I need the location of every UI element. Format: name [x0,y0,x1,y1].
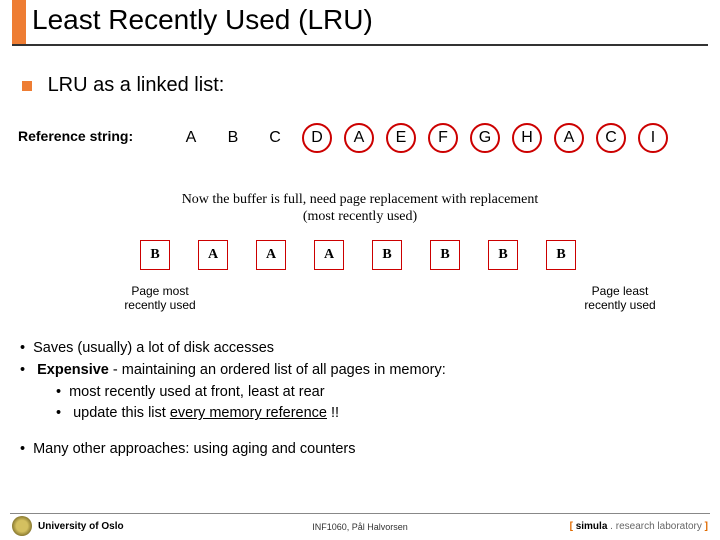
ref-letter-circled: C [596,123,626,153]
ref-letter-circled: G [470,123,500,153]
mid-line2: (most recently used) [0,209,720,226]
label-least-recent: Page least recently used [560,284,680,313]
mid-line1: Now the buffer is full, need page replac… [0,192,720,209]
bullet-2b: update this list every memory reference … [56,403,446,425]
buffer-box: B [488,240,518,270]
accent-bar [12,0,26,46]
title-underline [12,44,708,46]
subtitle-text: LRU as a linked list: [48,74,225,96]
ref-letter: A [338,122,380,154]
ref-letter: C [590,122,632,154]
buffer-box: A [198,240,228,270]
footer-right: [ simula . research laboratory ] [570,521,708,532]
ref-letter: F [422,122,464,154]
ref-letter: B [212,122,254,154]
ref-letter-circled: E [386,123,416,153]
buffer-box: B [372,240,402,270]
reference-label: Reference string: [18,128,133,144]
ref-letter: A [170,122,212,154]
buffer-box: B [430,240,460,270]
ref-letter-circled: H [512,123,542,153]
label-most-recent: Page most recently used [100,284,220,313]
ref-letter-circled: I [638,123,668,153]
ref-letter-circled: A [344,123,374,153]
footer-divider [10,513,710,514]
ref-letter: C [254,122,296,154]
ref-letter-circled: D [302,123,332,153]
ref-letter: G [464,122,506,154]
ref-letter: D [296,122,338,154]
ref-letter-circled: F [428,123,458,153]
buffer-box: B [140,240,170,270]
buffer-box: A [314,240,344,270]
bullet-list: Saves (usually) a lot of disk accesses E… [20,338,446,461]
bullet-3: Many other approaches: using aging and c… [20,439,446,461]
page-title: Least Recently Used (LRU) [32,4,373,36]
bullet-square-icon [22,81,32,91]
mid-annotation: Now the buffer is full, need page replac… [0,192,720,226]
ref-letter: E [380,122,422,154]
ref-letter: I [632,122,674,154]
ref-letter: A [548,122,590,154]
ref-letter: H [506,122,548,154]
reference-string: ABCDAEFGHACI [170,122,674,154]
ref-letter-circled: A [554,123,584,153]
bullet-1: Saves (usually) a lot of disk accesses [20,338,446,360]
buffer-row: BAAABBBB [140,240,576,270]
bullet-2a: most recently used at front, least at re… [56,382,446,404]
subtitle-row: LRU as a linked list: [22,74,224,97]
buffer-box: A [256,240,286,270]
bullet-2: Expensive - maintaining an ordered list … [20,360,446,382]
buffer-box: B [546,240,576,270]
